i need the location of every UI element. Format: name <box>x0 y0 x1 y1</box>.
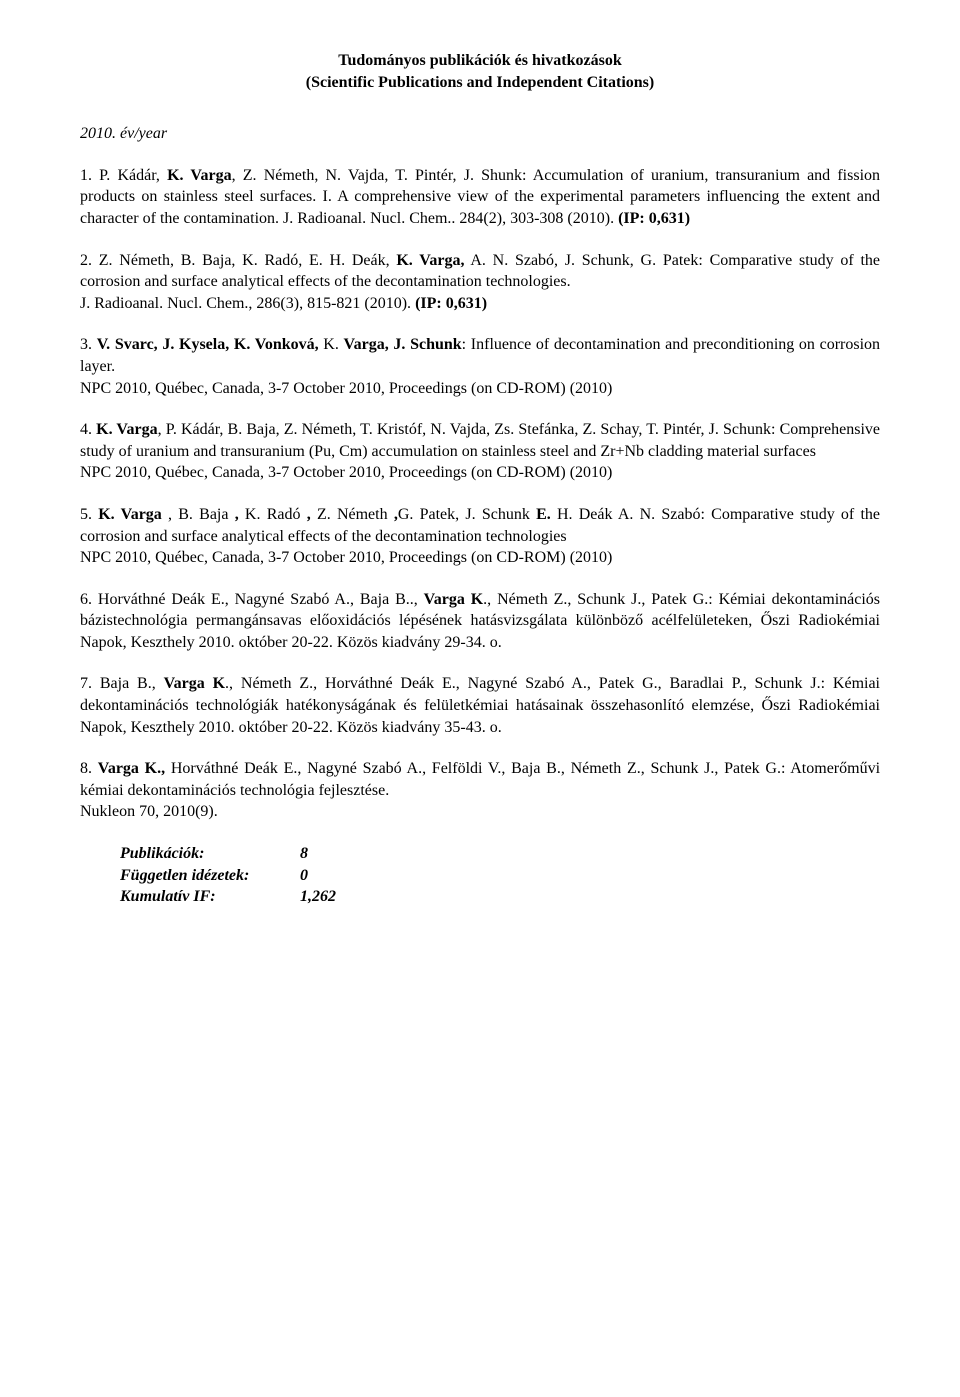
publication-entry: 8. Varga K., Horváthné Deák E., Nagyné S… <box>80 758 880 823</box>
publication-entry: 4. K. Varga, P. Kádár, B. Baja, Z. Német… <box>80 419 880 484</box>
publication-entry: 3. V. Svarc, J. Kysela, K. Vonková, K. V… <box>80 334 880 399</box>
summary-if-value: 1,262 <box>300 886 336 908</box>
publication-entry: 6. Horváthné Deák E., Nagyné Szabó A., B… <box>80 589 880 654</box>
summary-if-label: Kumulatív IF: <box>120 886 300 908</box>
publication-entry: 5. K. Varga , B. Baja , K. Radó , Z. Ném… <box>80 504 880 569</box>
publication-entry: 7. Baja B., Varga K., Németh Z., Horváth… <box>80 673 880 738</box>
summary-pub-label: Publikációk: <box>120 843 300 865</box>
summary-block: Publikációk: 8 Független idézetek: 0 Kum… <box>80 843 880 908</box>
title-line-2: (Scientific Publications and Independent… <box>306 74 654 91</box>
publication-list: 1. P. Kádár, K. Varga, Z. Németh, N. Vaj… <box>80 165 880 823</box>
summary-cit-label: Független idézetek: <box>120 865 300 887</box>
publication-entry: 2. Z. Németh, B. Baja, K. Radó, E. H. De… <box>80 250 880 315</box>
page-title: Tudományos publikációk és hivatkozások (… <box>80 50 880 93</box>
year-label: 2010. év/year <box>80 123 880 145</box>
title-line-1: Tudományos publikációk és hivatkozások <box>338 52 622 69</box>
summary-row-citations: Független idézetek: 0 <box>120 865 880 887</box>
summary-pub-value: 8 <box>300 843 308 865</box>
summary-row-publications: Publikációk: 8 <box>120 843 880 865</box>
summary-cit-value: 0 <box>300 865 308 887</box>
publication-entry: 1. P. Kádár, K. Varga, Z. Németh, N. Vaj… <box>80 165 880 230</box>
summary-row-if: Kumulatív IF: 1,262 <box>120 886 880 908</box>
